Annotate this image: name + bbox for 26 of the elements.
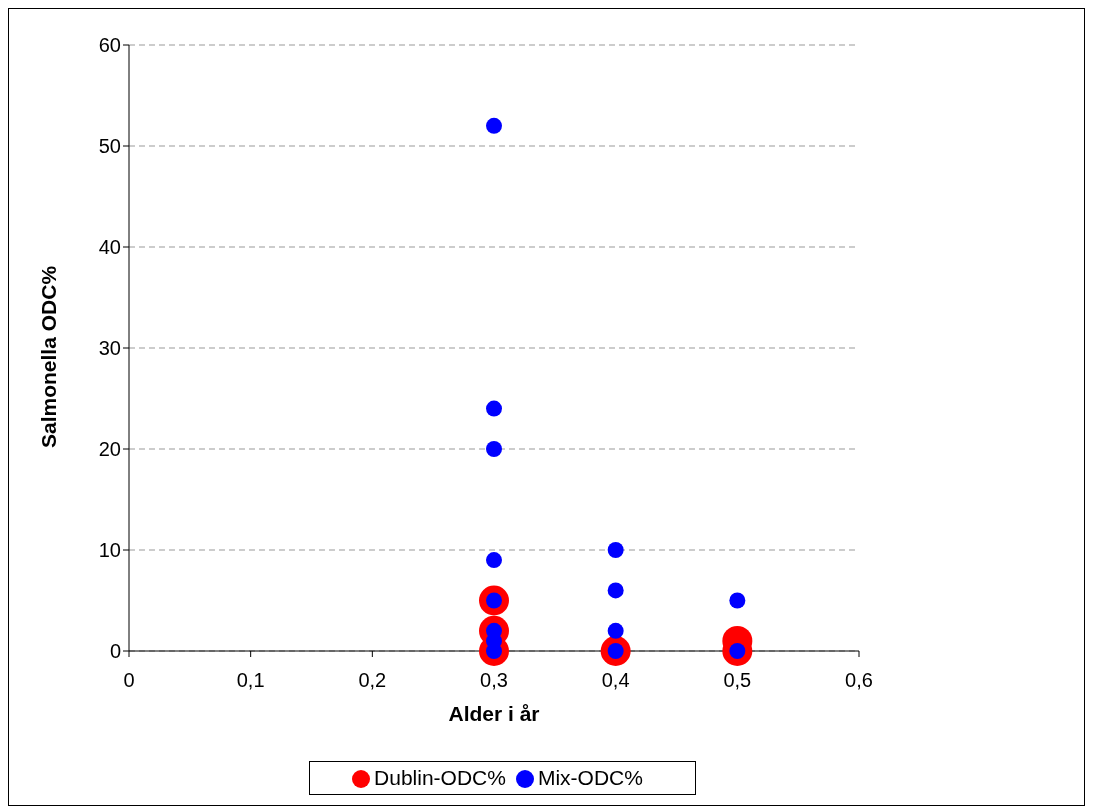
point (486, 117, 502, 134)
y-tick-label: 10 (98, 539, 121, 562)
y-tick-label: 0 (109, 640, 121, 663)
y-tick-label: 50 (98, 135, 121, 158)
y-tick-label: 20 (98, 438, 121, 461)
y-tick-label: 60 (98, 34, 121, 57)
x-tick-label: 0,5 (723, 669, 752, 692)
x-tick-label: 0,2 (358, 669, 387, 692)
legend-label: Mix-ODC% (537, 766, 643, 789)
x-tick-label: 0,3 (480, 669, 508, 692)
point (607, 542, 624, 558)
point (486, 441, 502, 457)
point (729, 592, 746, 609)
y-tick-label: 30 (98, 337, 121, 360)
point (607, 622, 624, 639)
legend-label: Dublin-ODC% (374, 766, 506, 789)
x-tick-label: 0,1 (236, 669, 265, 692)
x-tick-label: 0 (123, 669, 135, 692)
x-tick-label: 0,6 (845, 669, 873, 692)
point (486, 400, 502, 417)
x-tick-label: 0,4 (601, 669, 630, 692)
point (486, 552, 502, 569)
point (607, 582, 624, 599)
y-axis-title: Salmonella ODC% (37, 265, 61, 448)
y-tick-label: 40 (98, 236, 121, 259)
x-axis-title: Alder i år (448, 702, 540, 725)
